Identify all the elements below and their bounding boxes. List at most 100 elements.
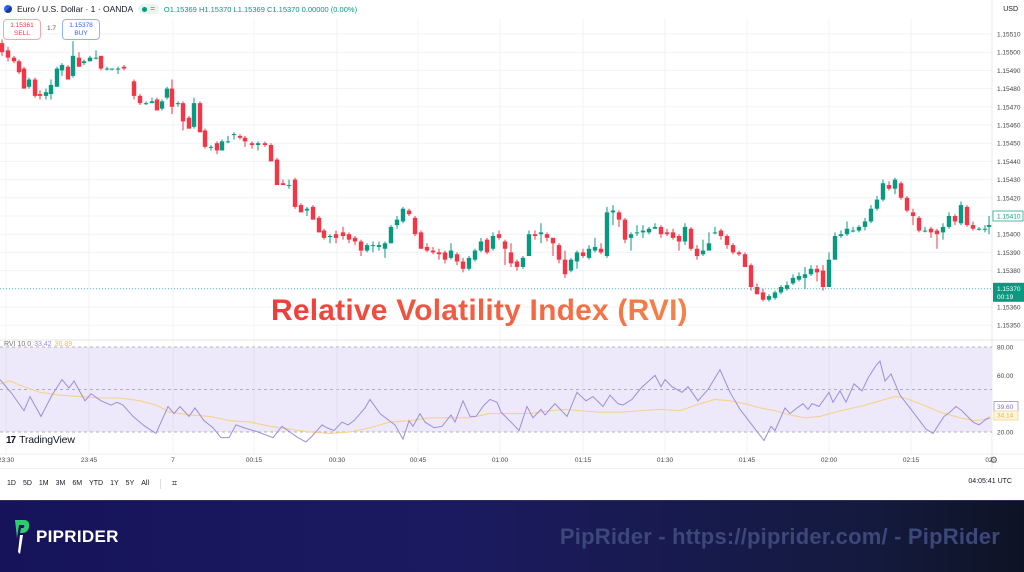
time-axis[interactable]: 23:30 23:45 7 00:15 00:30 00:45 01:00 01:15 01:3… [0, 454, 1024, 468]
trade-panel: 1.15361 SELL 1.7 1.15378 BUY [3, 19, 101, 40]
bottom-toolbar: 1D 5D 1M 3M 6M YTD 1Y 5Y All ⌗ 04:05:41 UTC [0, 468, 1024, 496]
close-label: C [266, 4, 273, 14]
open-value: 1.15369 [169, 4, 197, 14]
svg-text:1.15350: 1.15350 [997, 323, 1021, 330]
time-label: 01:30 [656, 457, 674, 464]
svg-text:1.15490: 1.15490 [997, 68, 1021, 75]
range-5y[interactable]: 5Y [125, 480, 135, 487]
rvi-ma-tag: 34.14 [993, 410, 1019, 421]
rvi-value: 33.42 [34, 341, 52, 348]
go-to-date-icon[interactable]: ⌗ [172, 478, 178, 488]
symbol-flag-icon [4, 5, 12, 13]
svg-text:20.00: 20.00 [997, 430, 1014, 437]
buy-price: 1.15378 [69, 22, 93, 29]
svg-text:1.15380: 1.15380 [997, 268, 1021, 275]
time-label: 02:15 [902, 457, 920, 464]
svg-text:34.14: 34.14 [997, 413, 1014, 420]
range-6m[interactable]: 6M [72, 480, 83, 487]
spread-value: 1.7 [47, 25, 57, 32]
svg-text:1.15400: 1.15400 [997, 232, 1021, 239]
svg-text:1.15470: 1.15470 [997, 104, 1021, 111]
piprider-brand: PIPRIDER [14, 518, 119, 556]
sell-price: 1.15361 [10, 22, 34, 29]
piprider-name: PIPRIDER [36, 527, 119, 546]
piprider-banner: PIPRIDER PipRider - https://piprider.com… [0, 500, 1024, 572]
open-label: O [163, 4, 170, 14]
svg-text:1.15510: 1.15510 [997, 32, 1021, 39]
rvi-ma-line[interactable] [0, 380, 991, 434]
headline-overlay: Relative Volatility Index (RVI) [271, 294, 688, 327]
high-label: H [198, 4, 205, 14]
tradingview-logo[interactable]: 17 TradingView [6, 434, 75, 446]
time-label: 23:30 [0, 457, 15, 464]
range-5d[interactable]: 5D [22, 480, 32, 487]
symbol-legend: Euro / U.S. Dollar · 1 · OANDA = O1.1536… [4, 4, 357, 14]
time-label: 02 [985, 457, 993, 464]
high-value: 1.15370 [204, 4, 232, 14]
low-value: 1.15369 [237, 4, 265, 14]
rvi-value-tag: 39.60 [993, 401, 1019, 412]
market-status-pill[interactable]: = [138, 4, 159, 14]
svg-text:1.15440: 1.15440 [997, 159, 1021, 166]
piprider-logo-icon [15, 520, 30, 554]
time-label: 00:45 [409, 457, 427, 464]
svg-text:80.00: 80.00 [997, 345, 1014, 352]
buy-label: BUY [74, 30, 88, 37]
range-all[interactable]: All [141, 480, 150, 487]
time-label: 01:45 [738, 457, 756, 464]
tradingview-mark-icon: 17 [6, 434, 16, 446]
time-label: 23:45 [80, 457, 98, 464]
close-value: 1.15370 [272, 4, 300, 14]
time-label: 7 [171, 457, 175, 464]
tradingview-wordmark: TradingView [19, 434, 75, 446]
sell-button[interactable]: 1.15361 SELL [3, 19, 41, 40]
rvi-name: RVI 10 0 [4, 341, 32, 348]
rvi-line[interactable] [0, 360, 991, 443]
time-label: 01:15 [574, 457, 592, 464]
svg-text:1.15430: 1.15430 [997, 177, 1021, 184]
time-label: 01:00 [491, 457, 509, 464]
currency-selector[interactable]: USD [1003, 6, 1018, 13]
svg-text:00:19: 00:19 [997, 294, 1014, 301]
ohlc-values: O1.15369 H1.15370 L1.15369 C1.15370 0.00… [164, 5, 357, 14]
market-open-icon [142, 6, 148, 12]
time-label: 00:15 [245, 457, 263, 464]
rvi-legend[interactable]: RVI 10 0 33.42 36.89 [4, 341, 72, 348]
range-1d[interactable]: 1D [7, 480, 16, 487]
symbol-title[interactable]: Euro / U.S. Dollar · 1 · OANDA [17, 4, 134, 14]
chart-canvas[interactable]: 1.15510 1.15500 1.15490 1.15480 1.15470 1.154… [0, 0, 1024, 500]
chart-area[interactable]: 1.15510 1.15500 1.15490 1.15480 1.15470 1.154… [0, 0, 1024, 500]
candlestick-series[interactable] [0, 39, 992, 302]
low-label: L [233, 4, 238, 14]
svg-text:1.15420: 1.15420 [997, 195, 1021, 202]
menu-icon: = [150, 4, 155, 13]
last-bar-price-tag: 1.15410 [992, 210, 1024, 222]
piprider-watermark: PipRider - https://piprider.com/ - PipRi… [559, 524, 1000, 549]
utc-clock[interactable]: 04:05:41 UTC [968, 478, 1012, 485]
settings-gear-icon[interactable]: ⚙ [989, 455, 998, 465]
buy-button[interactable]: 1.15378 BUY [62, 19, 101, 40]
date-range-selector: 1D 5D 1M 3M 6M YTD 1Y 5Y All ⌗ [7, 478, 177, 489]
range-1m[interactable]: 1M [38, 480, 49, 487]
svg-text:1.15460: 1.15460 [997, 123, 1021, 130]
range-ytd[interactable]: YTD [89, 480, 104, 487]
divider [160, 478, 162, 489]
change-value: 0.00000 (0.00%) [301, 4, 358, 14]
range-3m[interactable]: 3M [55, 480, 66, 487]
time-label: 02:00 [820, 457, 838, 464]
svg-text:1.15450: 1.15450 [997, 141, 1021, 148]
sell-label: SELL [14, 30, 30, 37]
svg-text:1.15360: 1.15360 [997, 305, 1021, 312]
range-1y[interactable]: 1Y [110, 480, 119, 487]
time-label: 00:30 [328, 457, 346, 464]
svg-text:1.15410: 1.15410 [997, 214, 1021, 221]
svg-text:1.15370: 1.15370 [997, 286, 1021, 293]
svg-text:1.15390: 1.15390 [997, 250, 1021, 257]
svg-text:60.00: 60.00 [997, 373, 1014, 380]
svg-text:1.15480: 1.15480 [997, 86, 1021, 93]
svg-text:39.60: 39.60 [997, 404, 1014, 411]
svg-text:1.15500: 1.15500 [997, 50, 1021, 57]
rvi-ma-value: 36.89 [54, 341, 73, 348]
